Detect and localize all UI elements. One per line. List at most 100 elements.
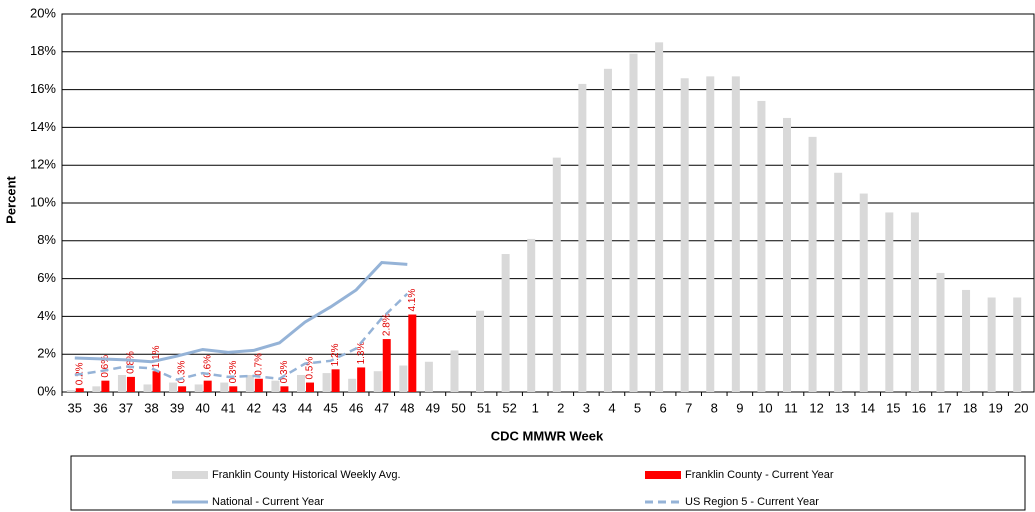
bar [203, 380, 212, 392]
bar [92, 386, 101, 392]
x-tick-label: 20 [1014, 400, 1028, 415]
bar [169, 382, 178, 392]
bar [245, 374, 254, 392]
bar [450, 350, 459, 392]
y-tick-label: 16% [30, 81, 56, 96]
bar [603, 68, 612, 392]
y-tick-label: 6% [37, 270, 56, 285]
x-tick-label: 49 [426, 400, 440, 415]
x-tick-label: 52 [502, 400, 516, 415]
x-tick-label: 42 [247, 400, 261, 415]
x-tick-label: 5 [634, 400, 641, 415]
x-tick-label: 7 [685, 400, 692, 415]
legend-box [70, 455, 1026, 511]
x-tick-label: 36 [93, 400, 107, 415]
x-tick-label: 18 [963, 400, 977, 415]
bar [936, 272, 945, 392]
line-series [74, 292, 409, 382]
bar [178, 386, 187, 392]
bar [117, 374, 126, 392]
x-tick-label: 8 [711, 400, 718, 415]
legend-label: Franklin County - Current Year [685, 469, 834, 481]
x-tick-label: 47 [375, 400, 389, 415]
x-tick-label: 19 [988, 400, 1002, 415]
value-label: 1.3% [356, 342, 367, 365]
x-tick-label: 45 [323, 400, 337, 415]
legend-swatch [645, 471, 681, 479]
value-label: 4.1% [407, 289, 418, 312]
y-tick-label: 2% [37, 346, 56, 361]
bar [152, 371, 161, 392]
bar [194, 384, 203, 392]
bar [229, 386, 238, 392]
y-tick-label: 12% [30, 157, 56, 172]
bar [66, 390, 75, 392]
x-tick-label: 3 [583, 400, 590, 415]
y-tick-label: 10% [30, 194, 56, 209]
bar [331, 369, 340, 392]
bar [808, 136, 817, 392]
bar [962, 289, 971, 392]
value-label: 0.3% [279, 360, 290, 383]
x-tick-label: 37 [119, 400, 133, 415]
x-tick-label: 10 [758, 400, 772, 415]
x-tick-label: 43 [272, 400, 286, 415]
bar [220, 382, 229, 392]
bar [885, 212, 894, 392]
x-tick-label: 4 [608, 400, 615, 415]
bar [297, 374, 305, 392]
bar [501, 254, 510, 392]
bar [476, 310, 485, 392]
bar [75, 388, 84, 392]
x-tick-label: 13 [835, 400, 849, 415]
bar [680, 78, 689, 392]
x-tick-label: 50 [451, 400, 465, 415]
bar [101, 380, 110, 392]
bar [987, 297, 996, 392]
bar [578, 83, 587, 393]
value-label: 0.7% [253, 353, 264, 376]
value-label: 0.3% [228, 360, 239, 383]
value-label: 0.8% [126, 351, 137, 374]
legend-label: National - Current Year [212, 496, 324, 508]
bar [655, 42, 664, 392]
y-tick-label: 4% [37, 308, 56, 323]
value-label: 0.5% [305, 357, 316, 380]
bar [306, 382, 314, 392]
bar [731, 76, 740, 393]
x-tick-label: 41 [221, 400, 235, 415]
value-label: 1.1% [151, 345, 162, 368]
bar [783, 117, 791, 392]
legend-label: Franklin County Historical Weekly Avg. [212, 469, 401, 481]
value-label: 0.6% [100, 355, 111, 378]
bar [910, 212, 919, 392]
bar [271, 380, 280, 392]
bar [373, 371, 382, 392]
x-tick-label: 44 [298, 400, 312, 415]
bar [126, 376, 135, 392]
x-tick-label: 12 [809, 400, 823, 415]
x-tick-label: 15 [886, 400, 900, 415]
x-axis-title: CDC MMWR Week [491, 428, 604, 443]
x-tick-label: 40 [195, 400, 209, 415]
legend-swatch [172, 471, 208, 479]
y-tick-label: 18% [30, 43, 56, 58]
x-tick-label: 51 [477, 400, 491, 415]
bar [357, 367, 366, 392]
bar [322, 373, 331, 392]
value-label: 2.8% [381, 313, 392, 336]
bar [143, 384, 152, 392]
x-tick-label: 46 [349, 400, 363, 415]
bar [757, 100, 766, 392]
value-label: 0.3% [177, 360, 188, 383]
line-series [74, 260, 408, 364]
x-tick-label: 35 [68, 400, 82, 415]
y-tick-label: 8% [37, 232, 56, 247]
x-tick-label: 2 [557, 400, 564, 415]
bar [859, 193, 868, 392]
bar [1013, 297, 1022, 392]
x-tick-label: 39 [170, 400, 184, 415]
x-tick-label: 1 [532, 400, 539, 415]
bar [399, 365, 408, 392]
bar [280, 386, 289, 392]
